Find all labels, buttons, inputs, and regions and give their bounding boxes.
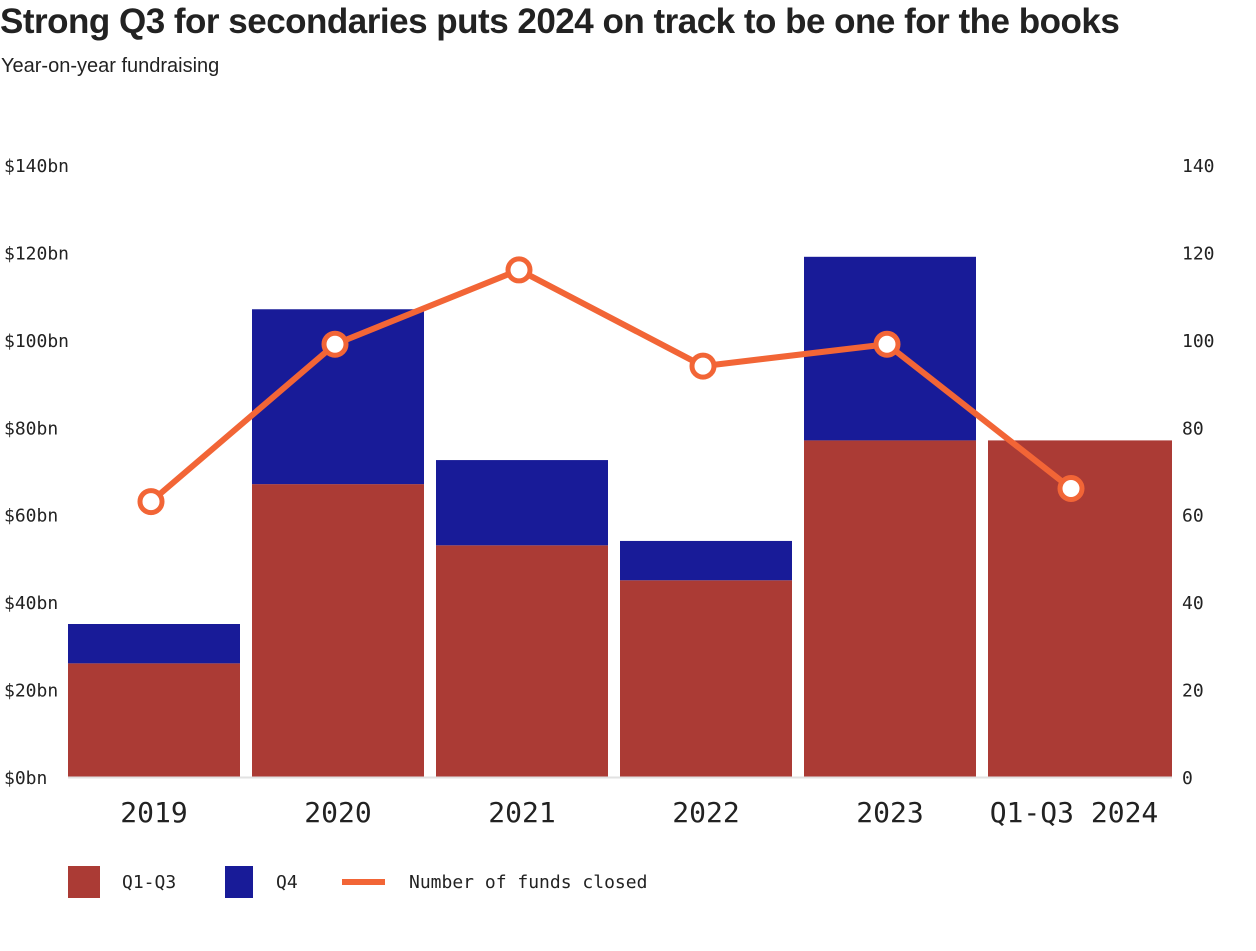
legend-swatch-q4	[225, 866, 253, 898]
bar-q4	[436, 460, 608, 546]
y-right-tick-label: 100	[1182, 331, 1215, 352]
bars	[68, 256, 1172, 777]
x-tick-label: 2021	[488, 796, 555, 829]
y-right-tick-label: 60	[1182, 506, 1204, 527]
y-left-tick-label: $100bn	[4, 331, 69, 352]
left-axis-ticks: $0bn $20bn $40bn $60bn $80bn $100bn $120bn $140…	[4, 156, 69, 789]
y-left-tick-label: $120bn	[4, 243, 69, 264]
bar-q1-q3	[252, 484, 424, 777]
legend: Q1-Q3 Q4 Number of funds closed	[68, 866, 647, 898]
legend-label-q4: Q4	[276, 872, 298, 893]
x-tick-label: 2023	[856, 796, 923, 829]
y-left-tick-label: $0bn	[4, 768, 47, 789]
right-axis-ticks: 0 20 40 60 80 100 120 140	[1182, 156, 1215, 789]
bar-q4	[620, 540, 792, 581]
funds-closed-point	[873, 330, 901, 358]
y-right-tick-label: 0	[1182, 768, 1193, 789]
bar-q1-q3	[620, 580, 792, 777]
y-right-tick-label: 120	[1182, 243, 1215, 264]
x-tick-label: 2022	[672, 796, 739, 829]
bar-q1-q3	[68, 663, 240, 777]
x-tick-label: 2020	[304, 796, 371, 829]
funds-closed-point	[1057, 474, 1085, 502]
funds-closed-line-path	[149, 266, 1073, 504]
x-tick-label: 2019	[120, 796, 187, 829]
y-right-tick-label: 140	[1182, 156, 1215, 177]
chart-subtitle: Year-on-year fundraising	[1, 55, 220, 77]
y-right-tick-label: 80	[1182, 418, 1204, 439]
y-right-tick-label: 40	[1182, 593, 1204, 614]
funds-closed-point	[321, 330, 349, 358]
bar-q4	[68, 624, 240, 664]
y-right-tick-label: 20	[1182, 681, 1204, 702]
y-left-tick-label: $60bn	[4, 506, 58, 527]
y-left-tick-label: $80bn	[4, 418, 58, 439]
y-left-tick-label: $20bn	[4, 681, 58, 702]
legend-swatch-q1-q3	[68, 866, 100, 898]
x-axis-ticks: 2019 2020 2021 2022 2023 Q1-Q3 2024	[120, 796, 1158, 829]
y-left-tick-label: $140bn	[4, 156, 69, 177]
bar-q1-q3	[804, 440, 976, 777]
funds-closed-point	[689, 352, 717, 380]
chart-title: Strong Q3 for secondaries puts 2024 on t…	[0, 2, 1120, 41]
funds-closed-line	[137, 256, 1085, 516]
legend-label-q1-q3: Q1-Q3	[122, 872, 176, 893]
funds-closed-point	[505, 256, 533, 284]
x-tick-label: Q1-Q3 2024	[990, 796, 1159, 829]
bar-q1-q3	[436, 545, 608, 777]
funds-closed-point	[137, 488, 165, 516]
legend-label-funds-closed: Number of funds closed	[409, 872, 647, 893]
y-left-tick-label: $40bn	[4, 593, 58, 614]
